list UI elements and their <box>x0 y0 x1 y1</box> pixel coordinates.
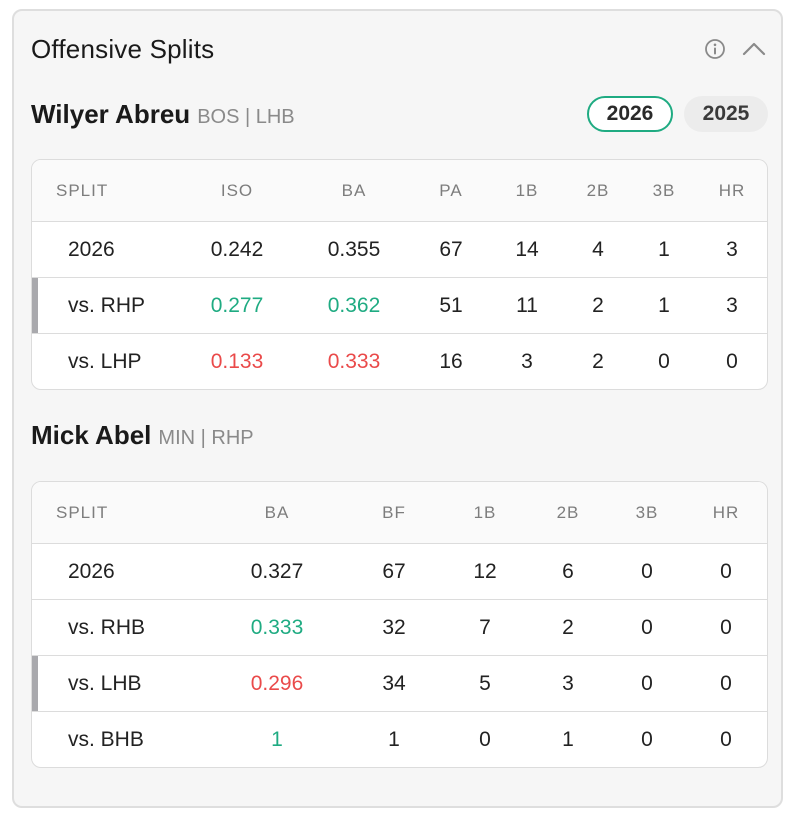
table-row: vs. RHP 0.277 0.362 51 11 2 1 3 <box>32 277 767 333</box>
doubles-value: 1 <box>562 727 574 751</box>
column-header-split: SPLIT <box>56 180 109 200</box>
column-header-3b: 3B <box>635 502 659 522</box>
singles-value: 14 <box>515 237 539 261</box>
column-header-2b: 2B <box>556 502 580 522</box>
pa-value: 51 <box>439 293 463 317</box>
table-header-row: SPLIT ISO BA PA 1B 2B 3B HR <box>32 160 767 221</box>
column-header-split: SPLIT <box>56 502 109 522</box>
ba-value: 0.333 <box>327 349 381 373</box>
hr-value: 3 <box>726 293 738 317</box>
column-header-2b: 2B <box>586 180 610 200</box>
chevron-up-icon[interactable] <box>741 38 767 60</box>
ba-value: 0.355 <box>327 237 381 261</box>
handedness-match-marker <box>32 278 38 333</box>
ba-value: 0.333 <box>250 615 304 639</box>
year-button-2026[interactable]: 2026 <box>587 96 673 132</box>
ba-value: 0.362 <box>327 293 381 317</box>
info-circle-icon[interactable] <box>704 38 726 60</box>
pitcher-splits-table: SPLIT BA BF 1B 2B 3B HR 2026 0.327 67 12… <box>31 481 768 768</box>
bf-value: 32 <box>382 615 406 639</box>
ba-value: 1 <box>271 727 283 751</box>
batter-header: Wilyer Abreu BOS | LHB <box>31 99 295 133</box>
singles-value: 11 <box>516 293 538 317</box>
table-row: vs. LHB 0.296 34 5 3 0 0 <box>32 655 767 711</box>
column-header-iso: ISO <box>220 180 254 200</box>
year-button-2025[interactable]: 2025 <box>684 96 768 132</box>
batter-splits-table: SPLIT ISO BA PA 1B 2B 3B HR 2026 0.242 0… <box>31 159 768 390</box>
table-row: 2026 0.327 67 12 6 0 0 <box>32 543 767 599</box>
split-label: vs. LHB <box>68 671 142 695</box>
bf-value: 67 <box>382 559 406 583</box>
singles-value: 7 <box>479 615 491 639</box>
pa-value: 67 <box>439 237 463 261</box>
triples-value: 0 <box>641 671 653 695</box>
singles-value: 3 <box>521 349 533 373</box>
batter-name: Wilyer Abreu <box>31 99 191 129</box>
split-label: vs. LHP <box>68 349 142 373</box>
batter-meta: BOS | LHB <box>197 106 295 128</box>
table-header-row: SPLIT BA BF 1B 2B 3B HR <box>32 482 767 543</box>
panel-title: Offensive Splits <box>31 34 215 64</box>
bf-value: 1 <box>388 727 400 751</box>
singles-value: 5 <box>479 671 491 695</box>
pitcher-name: Mick Abel <box>31 420 152 450</box>
hr-value: 0 <box>720 727 732 751</box>
hr-value: 0 <box>726 349 738 373</box>
triples-value: 0 <box>641 559 653 583</box>
column-header-bf: BF <box>382 502 406 522</box>
doubles-value: 3 <box>562 671 574 695</box>
pa-value: 16 <box>439 349 463 373</box>
iso-value: 0.277 <box>210 293 264 317</box>
hr-value: 0 <box>720 615 732 639</box>
column-header-1b: 1B <box>515 180 539 200</box>
pitcher-header: Mick Abel MIN | RHP <box>31 420 254 454</box>
offensive-splits-panel: Offensive Splits Wilyer Abreu BOS | LHB … <box>12 9 783 808</box>
triples-value: 0 <box>641 615 653 639</box>
doubles-value: 2 <box>592 349 604 373</box>
doubles-value: 6 <box>562 559 574 583</box>
column-header-hr: HR <box>718 180 746 200</box>
triples-value: 0 <box>658 349 670 373</box>
doubles-value: 2 <box>562 615 574 639</box>
column-header-3b: 3B <box>652 180 676 200</box>
doubles-value: 2 <box>592 293 604 317</box>
ba-value: 0.327 <box>250 559 304 583</box>
split-label: 2026 <box>68 237 115 261</box>
column-header-hr: HR <box>712 502 740 522</box>
split-label: vs. RHB <box>68 615 146 639</box>
column-header-1b: 1B <box>473 502 497 522</box>
iso-value: 0.133 <box>210 349 264 373</box>
bf-value: 34 <box>382 671 406 695</box>
singles-value: 12 <box>473 559 497 583</box>
hr-value: 0 <box>720 671 732 695</box>
doubles-value: 4 <box>592 237 604 261</box>
column-header-ba: BA <box>264 502 290 522</box>
table-row: 2026 0.242 0.355 67 14 4 1 3 <box>32 221 767 277</box>
split-label: vs. RHP <box>68 293 146 317</box>
table-row: vs. BHB 1 1 0 1 0 0 <box>32 711 767 767</box>
pitcher-meta: MIN | RHP <box>158 427 254 449</box>
split-label: vs. BHB <box>68 727 144 751</box>
singles-value: 0 <box>479 727 491 751</box>
triples-value: 0 <box>641 727 653 751</box>
column-header-pa: PA <box>439 180 463 200</box>
iso-value: 0.242 <box>210 237 264 261</box>
ba-value: 0.296 <box>250 671 304 695</box>
triples-value: 1 <box>658 237 670 261</box>
handedness-match-marker <box>32 656 38 711</box>
table-row: vs. RHB 0.333 32 7 2 0 0 <box>32 599 767 655</box>
hr-value: 3 <box>726 237 738 261</box>
hr-value: 0 <box>720 559 732 583</box>
table-row: vs. LHP 0.133 0.333 16 3 2 0 0 <box>32 333 767 389</box>
triples-value: 1 <box>658 293 670 317</box>
split-label: 2026 <box>68 559 115 583</box>
column-header-ba: BA <box>341 180 367 200</box>
